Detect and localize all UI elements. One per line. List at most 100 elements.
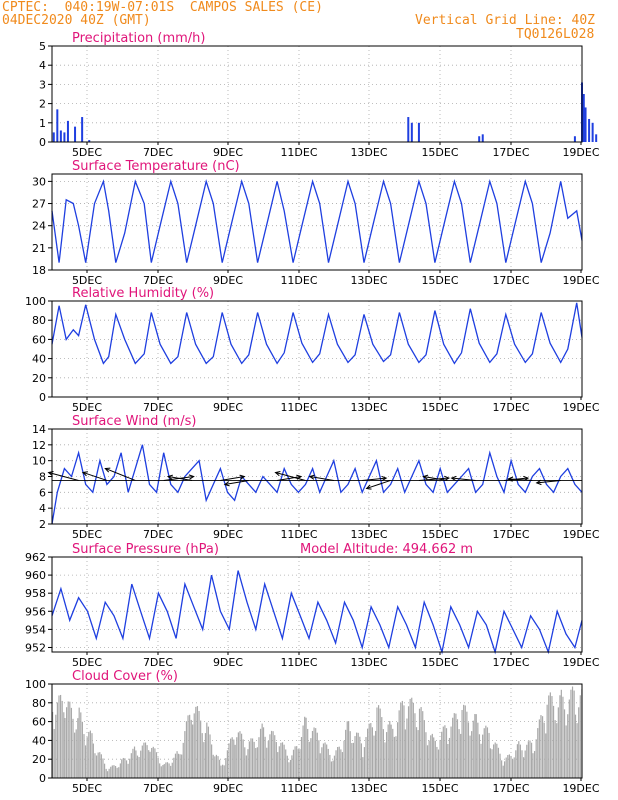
cloud-bar	[300, 736, 303, 778]
model-altitude: Model Altitude: 494.662 m	[300, 542, 473, 557]
cloud-bar	[159, 763, 161, 778]
cloud-bar	[576, 723, 578, 778]
y-tick-label: 4	[39, 59, 46, 72]
cloud-bar	[515, 750, 517, 778]
cloud-bar	[373, 735, 375, 778]
panel-3	[47, 428, 583, 527]
cloud-bar	[278, 746, 280, 778]
cloud-bar	[283, 744, 285, 778]
cloud-bar	[491, 749, 493, 778]
cloud-bar	[345, 729, 347, 778]
cloud-bar	[244, 747, 246, 778]
cloud-bar	[135, 750, 137, 778]
cloud-bar	[472, 720, 474, 778]
y-tick-label: 2	[39, 98, 46, 111]
cloud-bar	[417, 730, 419, 778]
y-tick-label: 6	[39, 486, 46, 499]
cloud-bar	[214, 756, 216, 778]
cloud-bar	[411, 697, 413, 778]
cloud-bar	[75, 729, 77, 778]
panel-5	[48, 683, 583, 781]
cloud-bar	[209, 734, 211, 778]
cloud-bar	[69, 701, 71, 778]
cloud-bar	[84, 745, 87, 778]
cloud-bar	[64, 718, 66, 778]
cloud-bar	[292, 749, 295, 778]
cloud-bar	[192, 724, 194, 778]
cloud-bar	[371, 727, 374, 778]
cloud-bar	[88, 731, 90, 778]
series-line	[51, 178, 583, 263]
cloud-bar	[219, 759, 221, 778]
wind-arrow	[536, 479, 561, 484]
precip-bar	[584, 107, 587, 142]
cloud-bar	[196, 706, 199, 778]
cloud-bar	[554, 720, 556, 778]
cloud-bar	[132, 748, 134, 778]
x-tick-label: 7DEC	[143, 782, 173, 795]
cloud-bar	[95, 755, 98, 778]
cloud-bar	[258, 737, 260, 778]
cloud-bar	[63, 712, 65, 778]
precip-bar	[52, 132, 55, 142]
y-tick-label: 18	[32, 264, 46, 277]
cloud-bar	[513, 757, 515, 778]
cloud-bar	[239, 731, 241, 778]
cloud-bar	[250, 738, 252, 778]
cloud-bar	[256, 747, 258, 778]
cloud-bar	[499, 753, 501, 778]
cloud-bar	[215, 754, 218, 778]
cloud-bar	[110, 766, 112, 778]
x-tick-label: 13DEC	[350, 401, 387, 414]
wind-arrow	[309, 475, 334, 481]
cloud-bar	[146, 745, 148, 778]
cloud-bar	[275, 742, 277, 778]
cloud-bar	[482, 734, 484, 778]
cloud-bar	[442, 726, 444, 778]
cloud-bar	[280, 742, 282, 778]
station-header: CPTEC: 040:19W-07:01S CAMPOS SALES (CE)	[2, 0, 323, 15]
cloud-bar	[343, 740, 345, 778]
cloud-bar	[560, 689, 562, 778]
wind-arrow	[362, 477, 387, 481]
cloud-bar	[315, 728, 317, 778]
y-tick-label: 80	[32, 697, 46, 710]
x-tick-label: 5DEC	[72, 528, 102, 541]
wind-arrow	[220, 475, 245, 481]
cloud-bar	[121, 759, 123, 778]
cloud-bar	[223, 765, 225, 778]
x-tick-label: 13DEC	[350, 146, 387, 159]
cloud-bar	[403, 705, 405, 778]
x-tick-label: 5DEC	[72, 274, 102, 287]
cloud-bar	[52, 711, 54, 778]
cloud-bar	[447, 743, 449, 778]
wind-arrow-head	[223, 481, 230, 487]
cloud-bar	[174, 753, 177, 778]
cloud-bar	[60, 694, 62, 778]
cloud-bar	[524, 750, 526, 778]
cloud-bar	[151, 748, 153, 778]
cloud-bar	[557, 707, 559, 778]
y-tick-label: 2	[39, 518, 46, 531]
cloud-bar	[538, 719, 540, 778]
cloud-bar	[333, 755, 336, 778]
cloud-bar	[452, 717, 454, 778]
cloud-bar	[67, 701, 69, 778]
x-tick-label: 19DEC	[562, 401, 599, 414]
cloud-bar	[177, 753, 180, 778]
panel-title: Precipitation (mm/h)	[72, 31, 205, 46]
cloud-bar	[247, 749, 249, 778]
cloud-bar	[255, 748, 257, 778]
y-tick-label: 956	[25, 605, 46, 618]
y-tick-label: 5	[39, 40, 46, 53]
cloud-bar	[375, 730, 377, 778]
cloud-bar	[140, 750, 142, 778]
cloud-bar	[567, 714, 569, 778]
cloud-bar	[368, 723, 370, 778]
cloud-bar	[422, 711, 424, 778]
cloud-bar	[103, 763, 106, 778]
cloud-bar	[291, 755, 293, 778]
x-tick-label: 5DEC	[72, 146, 102, 159]
x-tick-label: 7DEC	[143, 528, 173, 541]
cloud-bar	[563, 709, 566, 778]
